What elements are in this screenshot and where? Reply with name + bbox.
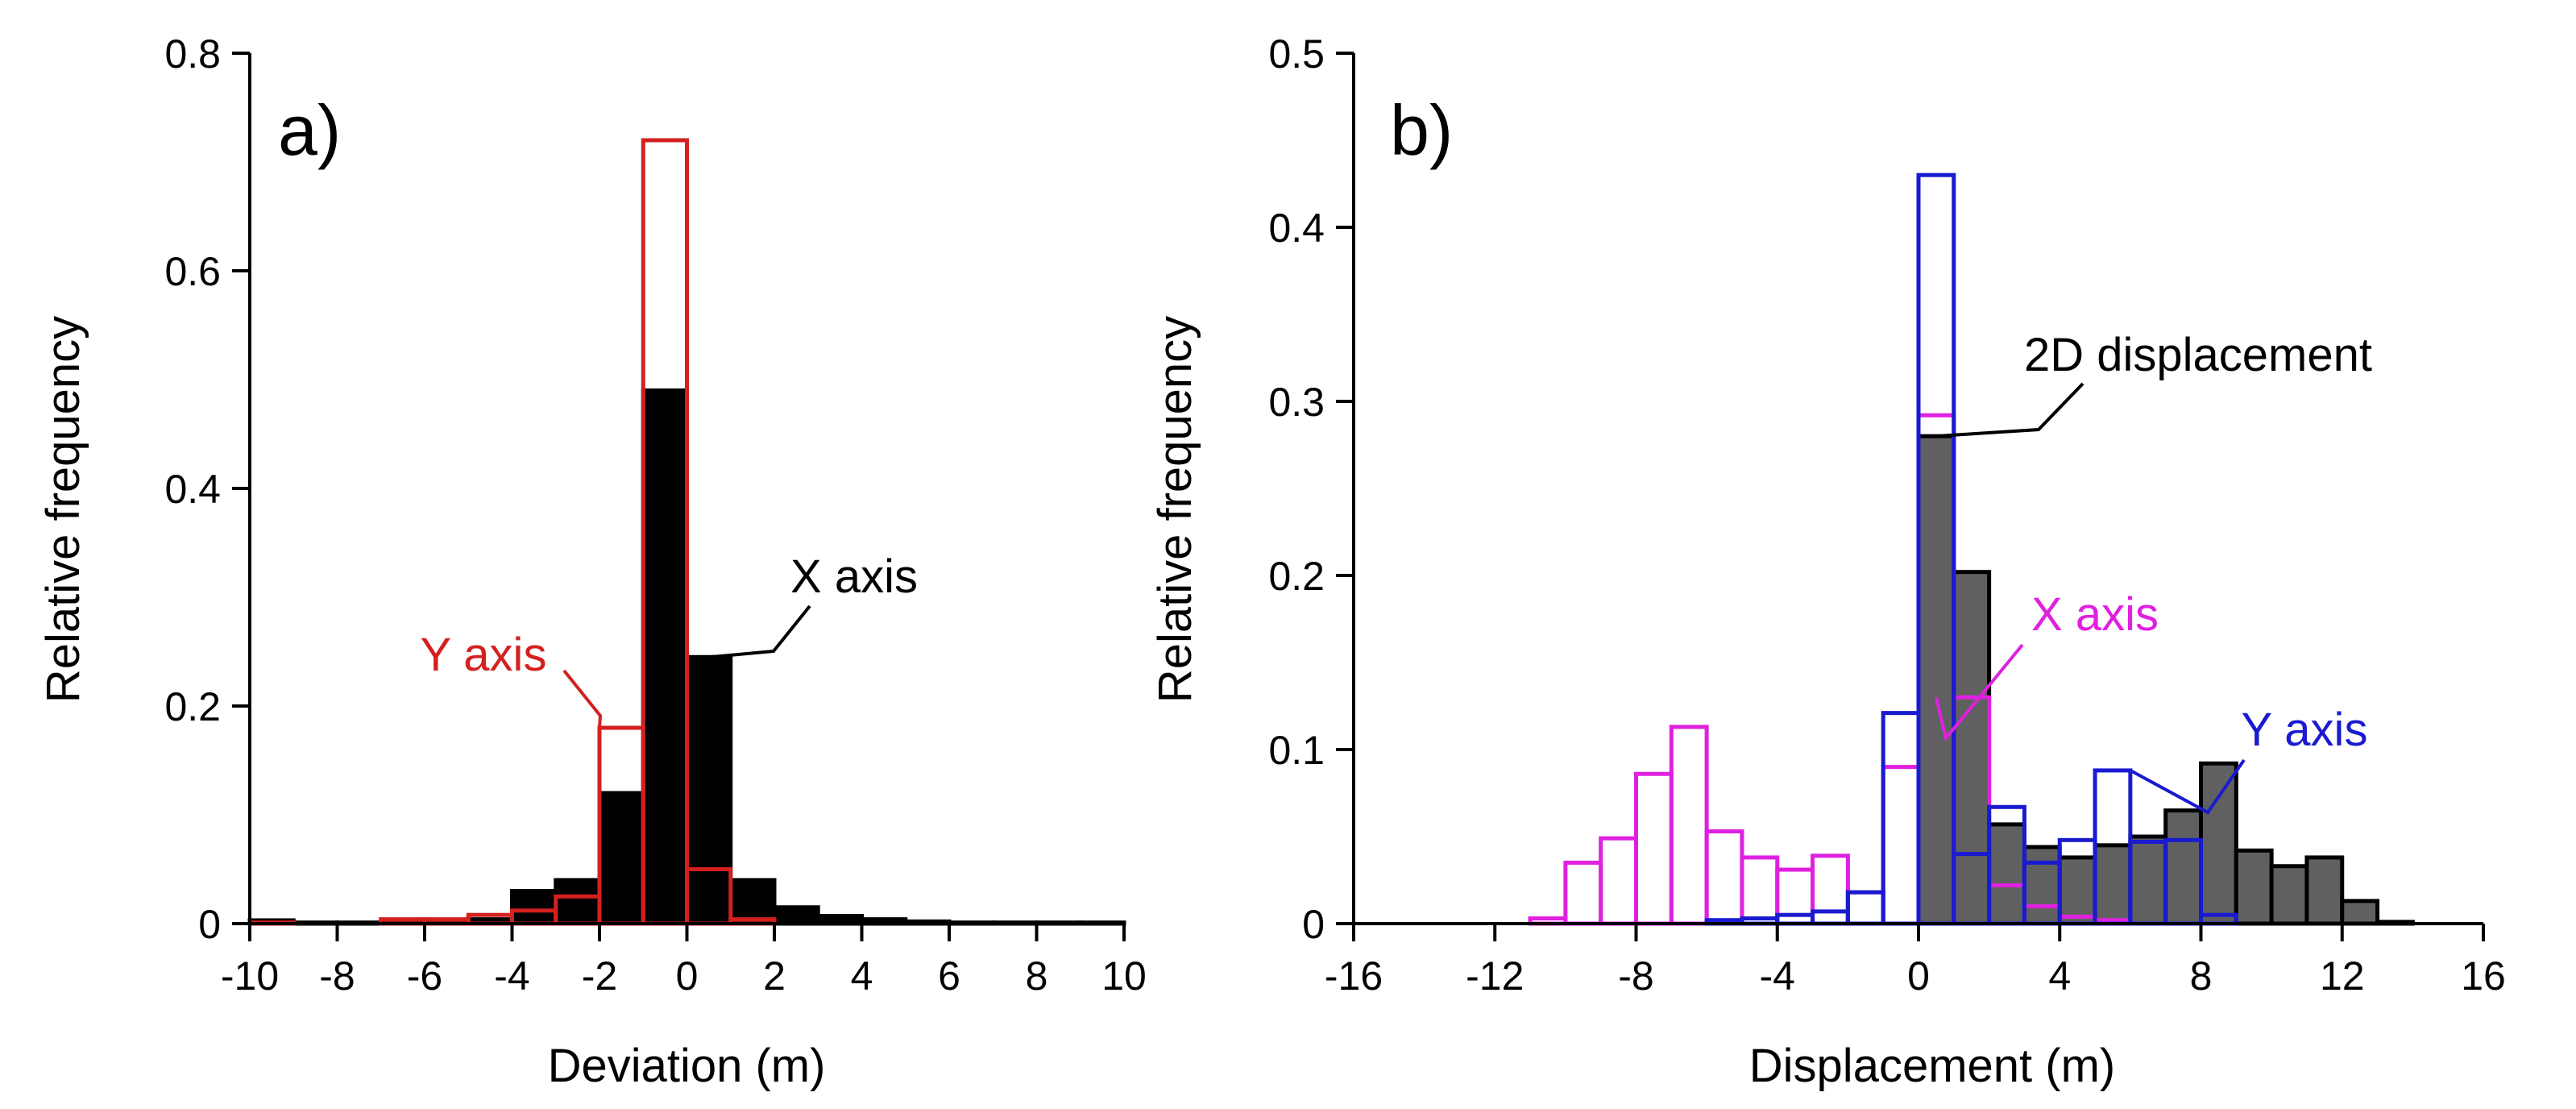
panel-b-bar-y-axis — [1845, 890, 1885, 926]
panel-a-bar-x-axis — [510, 889, 558, 926]
panel-b-ytick-label: 0.1 — [1268, 728, 1325, 773]
panel-b-ylabel: Relative frequency — [1149, 316, 1201, 703]
panel-b-xlabel: Displacement (m) — [1749, 1040, 2115, 1092]
panel-b-annotation-leader-y-axis — [2129, 758, 2246, 815]
panel-b-xtick-label: 0 — [1907, 953, 1930, 999]
panel-b-outline-bars — [1528, 172, 2238, 926]
panel-b-bar-x-axis — [1704, 829, 1744, 926]
panel-a-annotation-y-axis: Y axis — [421, 629, 547, 681]
panel-a-xtick-label: -2 — [582, 953, 617, 999]
panel-a-xtick-label: -4 — [494, 953, 529, 999]
panel-b-bar-2d-displacement — [1987, 822, 2026, 926]
panel-b-bar-x-axis — [1740, 855, 1780, 926]
panel-b-bar-y-axis — [1811, 909, 1850, 926]
panel-b-annotation-x-axis: X axis — [2031, 588, 2159, 641]
panel-b-xtick-label: -8 — [1618, 953, 1653, 999]
panel-a-bar-x-axis — [728, 878, 777, 926]
panel-a-annotation-leader-y-axis — [562, 669, 603, 729]
panel-a-ytick-label: 0.4 — [164, 467, 221, 512]
panel-b-ytick-label: 0.5 — [1268, 31, 1325, 77]
panel-b-bar-2d-displacement — [2234, 848, 2274, 926]
panel-a-xtick-label: 10 — [1101, 953, 1147, 999]
panel-b-bar-x-axis — [1634, 771, 1674, 926]
panel-a-xtick-label: -8 — [319, 953, 355, 999]
panel-b-bar-2d-displacement — [2163, 808, 2203, 926]
panel-a-bar-x-axis — [554, 878, 602, 926]
panel-a-annotations: Y axis X axis — [421, 550, 918, 729]
panel-a-ytick-label: 0.8 — [164, 31, 221, 77]
panel-b-bar-2d-displacement — [2093, 843, 2133, 926]
panel-a-bar-x-axis — [597, 791, 645, 926]
panel-b-annotation-2d-displacement: 2D displacement — [2024, 329, 2372, 381]
panel-b-xtick-label: -12 — [1466, 953, 1524, 999]
panel-b-bar-2d-displacement — [2057, 855, 2097, 926]
panel-a: -10 -8 -6 -4 -2 0 2 4 6 8 10 0 0.2 0.4 0.6 0.8 Y axis X … — [37, 31, 1147, 1092]
panel-a-xtick-label: -6 — [407, 953, 442, 999]
panel-b-ytick-label: 0.4 — [1268, 206, 1325, 251]
panel-b-bar-y-axis — [1881, 711, 1921, 926]
panel-b-bar-2d-displacement — [1916, 434, 1956, 926]
panel-a-ylabel: Relative frequency — [37, 316, 89, 703]
panel-a-ytick-label: 0 — [198, 902, 221, 947]
panel-a-bar-x-axis — [685, 654, 733, 926]
panel-b-bar-2d-displacement — [2199, 761, 2238, 926]
panel-b-ytick-label: 0 — [1302, 902, 1325, 947]
panel-b-xtick-label: 8 — [2190, 953, 2213, 999]
panel-b-bar-x-axis — [1563, 860, 1603, 926]
panel-a-label: a) — [278, 90, 341, 170]
panel-b-annotation-leader-2d-displacement — [1935, 382, 2084, 438]
panel-a-xtick-label: 4 — [851, 953, 873, 999]
panel-a-xlabel: Deviation (m) — [548, 1040, 826, 1092]
panel-b-bar-2d-displacement — [1952, 570, 1992, 926]
panel-b: -16 -12 -8 -4 0 4 8 12 16 0 0.1 0.2 0.3 0.4 0.5 2D dis… — [1149, 31, 2506, 1092]
panel-a-bar-x-axis — [641, 388, 689, 926]
panel-b-bar-2d-displacement — [2304, 855, 2345, 926]
panel-a-bar-x-axis — [772, 905, 820, 926]
panel-b-xtick-label: 12 — [2320, 953, 2365, 999]
panel-a-ytick-label: 0.6 — [164, 249, 221, 294]
panel-b-bar-2d-displacement — [2269, 864, 2309, 926]
panel-b-bar-2d-displacement — [2022, 845, 2062, 926]
panel-b-annotation-leader-x-axis — [1934, 643, 2024, 742]
panel-a-xtick-label: 2 — [763, 953, 786, 999]
panel-b-bar-x-axis — [1845, 890, 1885, 926]
panel-a-xtick-label: 6 — [938, 953, 960, 999]
panel-b-xtick-label: 4 — [2048, 953, 2071, 999]
panel-b-label: b) — [1390, 90, 1453, 170]
panel-b-ytick-label: 0.3 — [1268, 380, 1325, 425]
panel-b-bar-2d-displacement — [2340, 899, 2380, 926]
panel-b-bar-2d-displacement — [2128, 834, 2168, 926]
panel-b-xtick-label: -4 — [1760, 953, 1795, 999]
panel-a-xtick-label: -10 — [221, 953, 279, 999]
panel-b-bar-x-axis — [1599, 836, 1638, 926]
panel-a-ticks: -10 -8 -6 -4 -2 0 2 4 6 8 10 0 0.2 0.4 0.6 0.8 — [164, 31, 1146, 999]
panel-a-ytick-label: 0.2 — [164, 684, 221, 729]
panel-b-xtick-label: 16 — [2461, 953, 2506, 999]
panel-a-xtick-label: 8 — [1026, 953, 1048, 999]
panel-a-annotation-leader-x-axis — [708, 604, 811, 659]
panel-a-annotation-x-axis: X axis — [790, 550, 918, 603]
panel-a-xtick-label: 0 — [676, 953, 699, 999]
panel-b-ticks: -16 -12 -8 -4 0 4 8 12 16 0 0.1 0.2 0.3 0.4 0.5 — [1268, 31, 2505, 999]
panel-b-ytick-label: 0.2 — [1268, 554, 1325, 599]
panel-b-annotations: 2D displacement X axis Y axis — [1934, 329, 2372, 815]
panel-b-annotation-y-axis: Y axis — [2242, 704, 2368, 756]
panel-b-bar-x-axis — [1669, 725, 1709, 926]
panel-b-bar-x-axis — [1881, 765, 1921, 926]
panel-b-xtick-label: -16 — [1325, 953, 1383, 999]
